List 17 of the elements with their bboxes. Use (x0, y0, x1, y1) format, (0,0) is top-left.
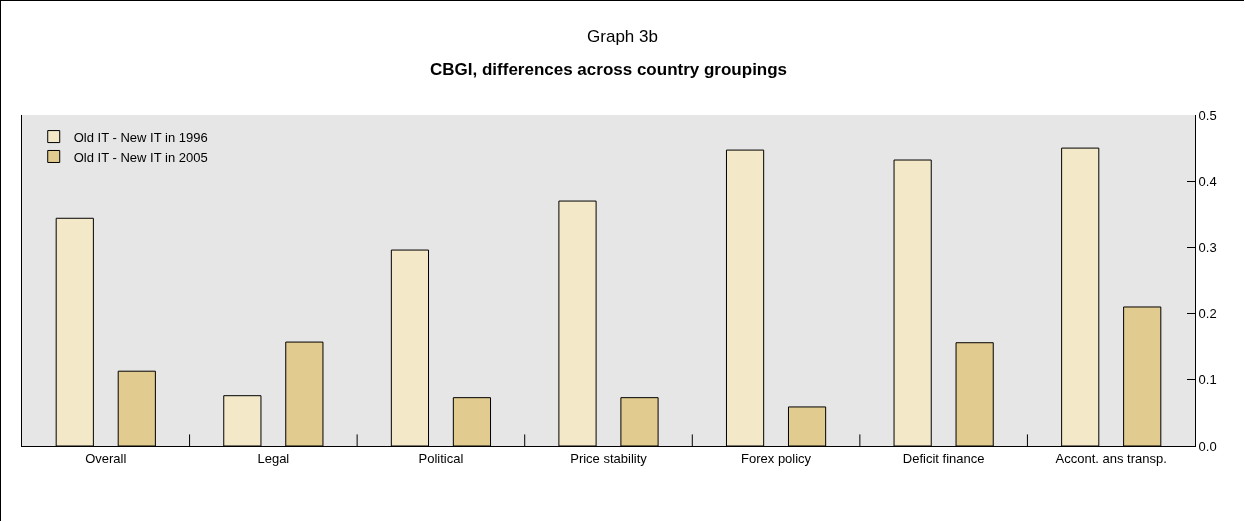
legend-label: Old IT - New IT in 1996 (73, 129, 208, 145)
chart-title: Graph 3b (587, 27, 658, 47)
y-tick-label: 0.2 (1198, 306, 1217, 322)
x-tick-label: Accont. ans transp. (1055, 450, 1167, 466)
y-tick-label: 0.0 (1198, 438, 1217, 454)
chart-subtitle: CBGI, differences across country groupings (430, 60, 788, 79)
x-tick-label: Overall (85, 450, 127, 466)
x-tick-label: Deficit finance (902, 450, 985, 466)
x-tick-label: Political (418, 450, 464, 466)
y-tick-label: 0.4 (1198, 173, 1217, 189)
x-tick-label: Forex policy (741, 450, 812, 466)
y-tick-label: 0.3 (1198, 239, 1217, 255)
x-tick-label: Price stability (570, 450, 648, 466)
x-tick-label: Legal (257, 450, 290, 466)
legend-label: Old IT - New IT in 2005 (73, 149, 208, 165)
y-tick-label: 0.1 (1198, 372, 1217, 388)
y-tick-label: 0.5 (1198, 107, 1217, 123)
